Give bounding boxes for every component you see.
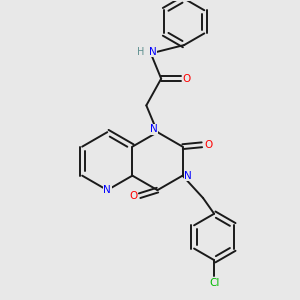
Text: N: N bbox=[184, 171, 192, 181]
Text: N: N bbox=[150, 124, 158, 134]
Text: Cl: Cl bbox=[209, 278, 219, 288]
Text: O: O bbox=[129, 191, 137, 201]
Text: O: O bbox=[183, 74, 191, 84]
Text: O: O bbox=[204, 140, 212, 150]
Text: H: H bbox=[137, 47, 144, 57]
Text: N: N bbox=[103, 185, 111, 195]
Text: N: N bbox=[149, 47, 157, 57]
